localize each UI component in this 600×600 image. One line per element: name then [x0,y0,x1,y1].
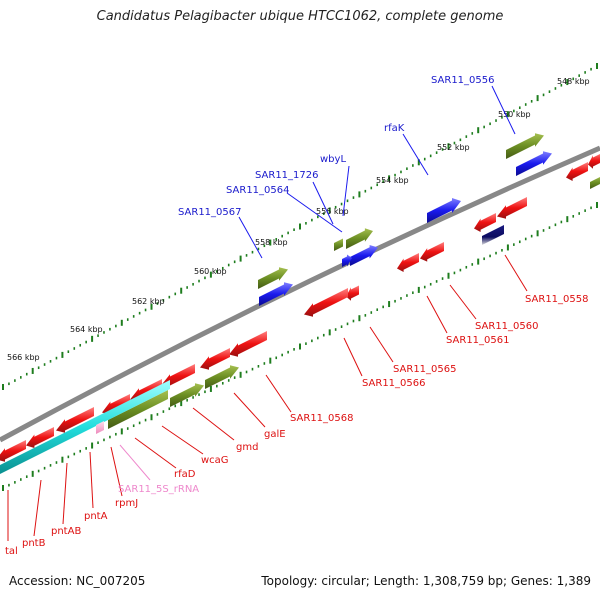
accession-text: Accession: NC_007205 [9,574,146,588]
gene-grey-right[interactable] [590,176,600,189]
gene-rfad[interactable] [108,390,168,429]
reverse-label-connectors [7,254,528,541]
gene-sar11-0565[interactable] [346,285,359,301]
gene-far-right-b[interactable] [588,153,600,169]
gene-wbyl-cds[interactable] [350,244,378,266]
ruler-label-566: 566 kbp [7,353,40,362]
forward-label-connectors [238,85,516,259]
gene-sar11-0567[interactable] [258,267,288,289]
ruler-label-562: 562 kbp [132,297,165,306]
reverse-ruler-ticks [2,202,598,491]
gene-tal[interactable] [0,440,26,462]
ruler-label-564: 564 kbp [70,325,103,334]
gene-pnta[interactable] [56,407,94,433]
ruler-label-558: 558 kbp [255,238,288,247]
gene-label-tal[interactable]: tal [5,546,18,557]
gene-features [0,133,600,474]
topology-text: Topology: circular; Length: 1,308,759 bp… [261,574,591,588]
gene-label-sar11-0560[interactable]: SAR11_0560 [475,321,539,332]
gene-label-pnta[interactable]: pntA [84,511,108,522]
gene-rfak[interactable] [427,198,461,223]
gene-sar11-0564[interactable] [342,254,352,268]
gene-label-gale[interactable]: galE [264,429,286,440]
gene-far-right-a[interactable] [566,162,588,181]
gene-label-sar11-0564[interactable]: SAR11_0564 [226,185,290,196]
gene-rpmj[interactable] [96,421,104,434]
gene-gale[interactable] [170,383,204,407]
gene-wcag[interactable] [200,348,230,370]
gene-sar11-0566[interactable] [304,288,348,317]
gene-label-gmd[interactable]: gmd [236,442,258,453]
gene-sar11-0556-cds[interactable] [516,151,552,176]
ruler-label-560: 560 kbp [194,267,227,276]
genome-backbone [0,145,600,443]
gene-label-rfad[interactable]: rfaD [174,469,196,480]
gene-label-sar11-5s-rrna[interactable]: SAR11_5S_rRNA [118,484,199,495]
ruler-label-554: 554 kbp [376,176,409,185]
gene-label-sar11-0568[interactable]: SAR11_0568 [290,413,354,424]
gene-wbyl[interactable] [346,228,373,249]
map-title: Candidatus Pelagibacter ubique HTCC1062,… [96,9,504,24]
gene-label-sar11-0561[interactable]: SAR11_0561 [446,335,510,346]
gene-sar11-1726[interactable] [334,238,343,252]
gene-label-pntb[interactable]: pntB [22,538,46,549]
forward-ruler-ticks [2,63,598,390]
gene-label-sar11-1726[interactable]: SAR11_1726 [255,170,319,181]
gene-pntab[interactable] [26,427,54,449]
gene-sar11-5s-rrna[interactable] [0,380,170,474]
gene-sar11-0567-cds[interactable] [259,282,293,306]
gene-sar11-0558-rna[interactable] [482,225,504,245]
gene-label-rfak[interactable]: rfaK [384,123,405,134]
ruler-label-550: 550 kbp [498,110,531,119]
ruler-label-552: 552 kbp [437,143,470,152]
gene-sar11-0568[interactable] [205,365,239,389]
ruler-label-548: 548 kbp [557,77,590,86]
gene-label-rpmj[interactable]: rpmJ [115,498,138,509]
gene-sar11-0556[interactable] [506,133,544,159]
gene-label-wcag[interactable]: wcaG [201,455,229,466]
gene-sar11-0561[interactable] [397,253,419,272]
rrna-label-connector [119,444,151,481]
gene-label-sar11-0558[interactable]: SAR11_0558 [525,294,589,305]
gene-label-wbyl[interactable]: wbyL [320,154,346,165]
gene-red-18[interactable] [102,394,130,416]
gene-label-sar11-0566[interactable]: SAR11_0566 [362,378,426,389]
gene-sar11-0560[interactable] [420,242,444,262]
gene-gmd[interactable] [229,331,267,357]
ruler-label-556: 556 kbp [316,207,349,216]
gene-label-sar11-0567[interactable]: SAR11_0567 [178,207,242,218]
gene-label-sar11-0556[interactable]: SAR11_0556 [431,75,495,86]
gene-label-pntab[interactable]: pntAB [51,526,81,537]
gene-sar11-0558b[interactable] [474,213,496,232]
gene-sar11-0558[interactable] [497,197,527,219]
gene-label-sar11-0565[interactable]: SAR11_0565 [393,364,457,375]
